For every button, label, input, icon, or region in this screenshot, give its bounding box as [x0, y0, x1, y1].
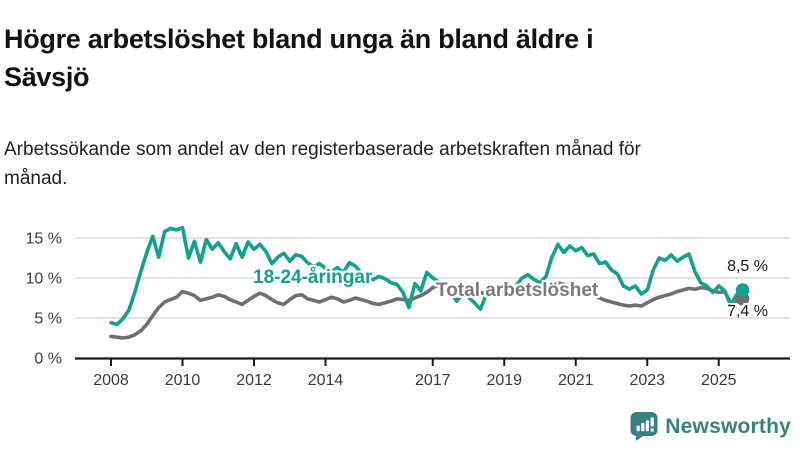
series-line-1 — [109, 280, 745, 340]
x-tick-label: 2010 — [165, 372, 201, 389]
x-tick-label: 2019 — [486, 372, 522, 389]
y-tick-label: 0 % — [34, 351, 62, 368]
x-tick-label: 2025 — [701, 372, 737, 389]
chart-title: Högre arbetslöshet bland unga än bland ä… — [4, 24, 594, 93]
x-tick-label: 2014 — [308, 372, 344, 389]
series-label-18-24: 18-24-åringar — [253, 267, 373, 288]
end-value-label-total: 7,4 % — [727, 303, 768, 320]
chart-subtitle: Arbetssökande som andel av den registerb… — [4, 139, 641, 189]
series-end-dot-0 — [735, 283, 750, 297]
y-tick-label: 15 % — [26, 231, 62, 248]
series-line-0 — [109, 225, 745, 327]
newsworthy-logo: Newsworthy — [630, 411, 791, 442]
y-tick-label: 10 % — [26, 271, 62, 288]
x-tick-label: 2023 — [629, 372, 665, 389]
x-tick-label: 2021 — [558, 372, 594, 389]
series-label-total: Total arbetslöshet — [436, 280, 599, 301]
bar-chart-bubble-icon — [630, 412, 658, 441]
x-tick-label: 2017 — [415, 372, 451, 389]
end-value-label-18-24: 8,5 % — [727, 258, 768, 275]
y-tick-label: 5 % — [34, 311, 62, 328]
x-tick-label: 2012 — [236, 372, 272, 389]
brand-name: Newsworthy — [665, 414, 791, 438]
x-tick-label: 2008 — [93, 372, 129, 389]
